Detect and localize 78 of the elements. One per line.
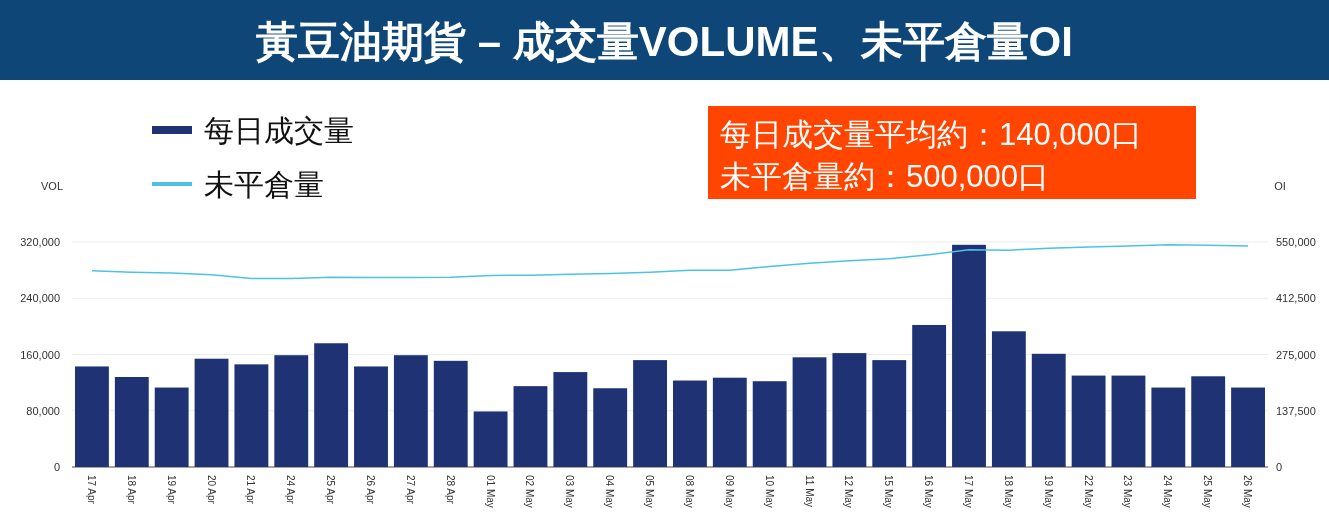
legend-label: 每日成交量 bbox=[204, 114, 354, 147]
bar bbox=[354, 366, 388, 467]
bar bbox=[274, 355, 309, 467]
bar bbox=[1071, 375, 1106, 467]
x-tick-label: 17 Apr bbox=[85, 475, 97, 505]
x-tick-label: 24 May bbox=[1162, 475, 1174, 508]
bar bbox=[114, 377, 149, 467]
x-tick-label: 26 May bbox=[1242, 475, 1254, 508]
x-tick-label: 05 May bbox=[644, 475, 656, 508]
legend-label: 未平倉量 bbox=[204, 168, 324, 201]
x-tick-label: 09 May bbox=[723, 475, 735, 508]
x-tick-label: 19 Apr bbox=[165, 475, 177, 505]
bar bbox=[952, 244, 986, 467]
bar bbox=[433, 360, 468, 467]
y2-tick-label: 275,000 bbox=[1276, 348, 1316, 361]
x-tick-label: 12 May bbox=[843, 475, 855, 508]
bar bbox=[154, 387, 189, 467]
x-tick-label: 11 May bbox=[803, 475, 815, 508]
bar bbox=[712, 377, 747, 467]
x-tick-label: 23 May bbox=[1122, 475, 1134, 508]
bar bbox=[553, 372, 588, 467]
y2-tick-label: 0 bbox=[1276, 461, 1283, 473]
bar bbox=[234, 364, 269, 467]
y2-tick-label: 137,500 bbox=[1276, 404, 1316, 417]
x-tick-label: 18 Apr bbox=[125, 475, 137, 505]
x-tick-label: 02 May bbox=[524, 475, 536, 508]
bar bbox=[513, 386, 548, 467]
y-axis-title: VOL bbox=[40, 180, 64, 192]
bar bbox=[314, 343, 349, 467]
bar bbox=[1151, 387, 1186, 467]
y-tick-label: 240,000 bbox=[20, 292, 60, 305]
bar bbox=[75, 366, 109, 467]
bar bbox=[194, 358, 229, 467]
bar bbox=[832, 353, 867, 467]
bar bbox=[991, 331, 1026, 467]
x-tick-label: 22 May bbox=[1082, 475, 1094, 508]
y2-tick-label: 412,500 bbox=[1276, 292, 1316, 305]
x-tick-label: 24 Apr bbox=[285, 475, 297, 505]
x-tick-label: 03 May bbox=[564, 475, 576, 508]
bar bbox=[872, 360, 907, 467]
line-series bbox=[91, 244, 1249, 280]
bar bbox=[1231, 387, 1265, 467]
bar bbox=[673, 380, 707, 467]
y2-axis-title: OI bbox=[1274, 180, 1286, 192]
bar bbox=[1031, 353, 1066, 467]
bar bbox=[593, 388, 628, 467]
bar bbox=[912, 324, 947, 467]
x-tick-label: 18 May bbox=[1002, 475, 1014, 508]
bar bbox=[633, 360, 667, 467]
x-tick-label: 10 May bbox=[763, 475, 775, 508]
x-tick-label: 01 May bbox=[484, 475, 496, 508]
text: 未平倉量約：500,000口 bbox=[720, 159, 1050, 194]
bar bbox=[473, 411, 508, 467]
bar bbox=[1191, 376, 1226, 467]
x-tick-label: 28 Apr bbox=[444, 475, 456, 505]
x-tick-label: 21 Apr bbox=[245, 475, 257, 505]
bar bbox=[393, 355, 428, 467]
x-tick-label: 26 Apr bbox=[365, 475, 376, 505]
y2-tick-label: 550,000 bbox=[1276, 236, 1316, 248]
y-tick-label: 160,000 bbox=[20, 348, 60, 361]
x-tick-label: 25 Apr bbox=[325, 475, 337, 505]
y-tick-label: 0 bbox=[53, 461, 60, 473]
y-tick-label: 80,000 bbox=[26, 404, 60, 417]
x-tick-label: 17 May bbox=[963, 475, 974, 508]
x-tick-label: 04 May bbox=[604, 475, 616, 508]
bar bbox=[792, 357, 827, 467]
bar bbox=[752, 381, 787, 467]
x-tick-label: 16 May bbox=[923, 475, 935, 508]
x-tick-label: 25 May bbox=[1202, 475, 1214, 508]
chart-title: 黃豆油期貨 – 成交量VOLUME、未平倉量OI bbox=[256, 18, 1073, 65]
y-tick-label: 320,000 bbox=[20, 236, 60, 248]
x-tick-label: 27 Apr bbox=[404, 475, 416, 505]
text: 每日成交量平均約：140,000口 bbox=[720, 117, 1143, 152]
x-tick-label: 20 Apr bbox=[205, 475, 217, 505]
x-tick-label: 19 May bbox=[1042, 475, 1054, 508]
x-tick-label: 08 May bbox=[683, 475, 695, 508]
x-tick-label: 15 May bbox=[883, 475, 895, 508]
bar bbox=[1111, 375, 1146, 467]
